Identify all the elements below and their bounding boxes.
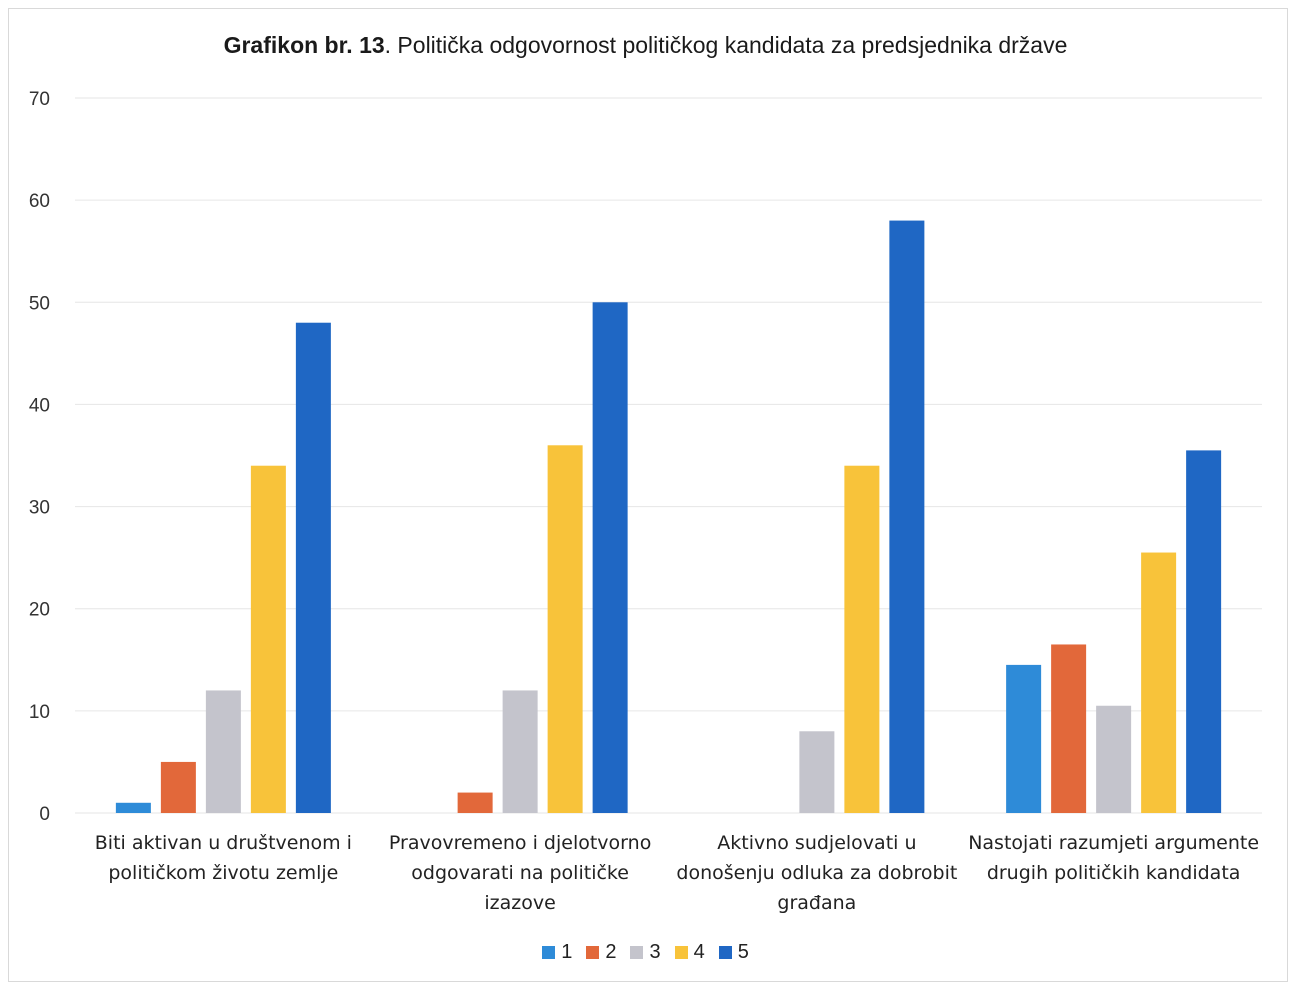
legend-item-2: 2	[586, 941, 616, 964]
y-tick-label: 0	[39, 804, 50, 825]
legend-item-4: 4	[674, 941, 705, 964]
bar-series-5-cat-2	[592, 302, 628, 813]
bar-series-4-cat-4	[1141, 552, 1177, 813]
legend-label: 1	[561, 941, 573, 963]
y-tick-label: 70	[29, 89, 50, 110]
x-category-label-line: Pravovremeno i djelotvorno	[388, 832, 652, 854]
x-category-label-line: drugih političkih kandidata	[986, 862, 1241, 884]
bar-series-3-cat-3	[799, 731, 835, 813]
legend-item-5: 5	[718, 941, 749, 964]
bar-series-3-cat-2	[502, 690, 538, 813]
y-tick-label: 40	[29, 395, 50, 416]
y-tick-label: 50	[29, 293, 50, 314]
bar-series-2-cat-2	[457, 792, 493, 813]
legend-item-1: 1	[542, 941, 572, 964]
y-tick-label: 30	[29, 498, 50, 519]
bar-series-1-cat-4	[1006, 664, 1042, 813]
x-category-label: Aktivno sudjelovati u donošenju odluka za…	[667, 828, 967, 918]
chart-title-rest: . Politička odgovornost političkog kandi…	[384, 32, 1068, 58]
bar-series-2-cat-1	[160, 761, 196, 813]
bar-series-4-cat-3	[844, 465, 880, 813]
x-category-label-line: Nastojati razumjeti argumente	[968, 832, 1260, 854]
legend-label: 3	[649, 941, 661, 963]
chart-frame	[8, 8, 1288, 982]
legend-swatch	[718, 946, 732, 959]
x-category-label-line: Aktivno sudjelovati u	[717, 832, 917, 854]
legend-label: 5	[737, 941, 749, 963]
legend-swatch	[542, 946, 556, 959]
x-category-label-line: Biti aktivan u društvenom i	[94, 832, 352, 854]
y-tick-label: 10	[29, 702, 50, 723]
bar-series-5-cat-1	[295, 322, 331, 813]
x-category-label-line: građana	[777, 892, 857, 914]
legend-swatch	[630, 946, 644, 959]
bar-series-5-cat-3	[889, 220, 925, 814]
x-category-label-line: političkom životu zemlje	[108, 862, 339, 884]
bar-series-4-cat-1	[250, 465, 286, 813]
bar-series-5-cat-4	[1186, 450, 1222, 813]
bar-series-2-cat-4	[1051, 644, 1087, 813]
x-category-label-line: donošenju odluka za dobrobit	[676, 862, 958, 884]
x-category-label: Nastojati razumjeti argumente drugih poli…	[964, 828, 1264, 888]
y-tick-label: 60	[29, 191, 50, 212]
legend: 1 2 3 4 5	[0, 941, 1291, 964]
bar-series-4-cat-2	[547, 445, 583, 813]
chart-title-bold: Grafikon br. 13	[223, 32, 385, 58]
x-category-label: Pravovremeno i djelotvorno odgovarati na …	[370, 828, 670, 918]
x-category-label: Biti aktivan u društvenom i političkom ži…	[73, 828, 373, 888]
legend-swatch	[586, 946, 600, 959]
y-tick-label: 20	[29, 600, 50, 621]
x-category-label-line: odgovarati na političke	[411, 862, 629, 884]
legend-label: 2	[605, 941, 617, 963]
legend-item-3: 3	[630, 941, 661, 964]
legend-label: 4	[693, 941, 705, 963]
bar-series-3-cat-1	[205, 690, 241, 813]
chart-title: Grafikon br. 13. Politička odgovornost p…	[0, 32, 1291, 59]
x-category-label-line: izazove	[484, 892, 556, 914]
legend-swatch	[674, 946, 688, 959]
bar-series-3-cat-4	[1096, 705, 1132, 813]
bar-series-1-cat-1	[115, 802, 151, 813]
